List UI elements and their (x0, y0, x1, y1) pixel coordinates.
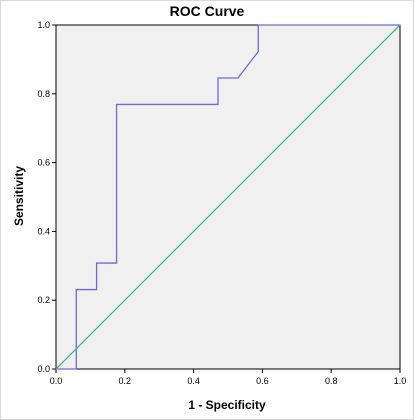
x-tick-label: 0.0 (50, 376, 63, 386)
y-tick-label: 0.2 (37, 295, 50, 305)
reference-diagonal-line (55, 24, 401, 370)
y-tick-label: 0.8 (37, 89, 50, 99)
y-tick-label: 0.4 (37, 226, 50, 236)
roc-curve-line (56, 24, 400, 370)
y-tick-label: 0.0 (37, 364, 50, 374)
x-axis-label: 1 - Specificity (188, 398, 266, 412)
y-tick-label: 1.0 (37, 20, 50, 30)
x-tick-label: 0.8 (325, 376, 338, 386)
x-tick-label: 0.4 (187, 376, 200, 386)
y-tick-label: 0.6 (37, 158, 50, 168)
y-axis-label: Sensitivity (12, 166, 26, 226)
x-tick-label: 0.2 (119, 376, 132, 386)
chart-title: ROC Curve (170, 3, 245, 19)
x-tick-label: 0.6 (256, 376, 269, 386)
x-tick-label: 1.0 (394, 376, 407, 386)
